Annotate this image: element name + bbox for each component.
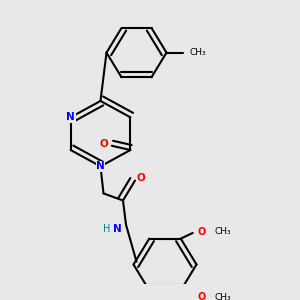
Text: CH₃: CH₃ [190, 48, 206, 57]
Text: N: N [66, 112, 75, 122]
Text: CH₃: CH₃ [214, 227, 231, 236]
Text: O: O [136, 173, 145, 183]
Text: N: N [112, 224, 122, 234]
Text: H: H [103, 224, 110, 234]
Text: N: N [96, 161, 105, 171]
Text: CH₃: CH₃ [214, 293, 231, 300]
Text: O: O [100, 139, 109, 149]
Text: O: O [198, 292, 206, 300]
Text: O: O [198, 226, 206, 236]
